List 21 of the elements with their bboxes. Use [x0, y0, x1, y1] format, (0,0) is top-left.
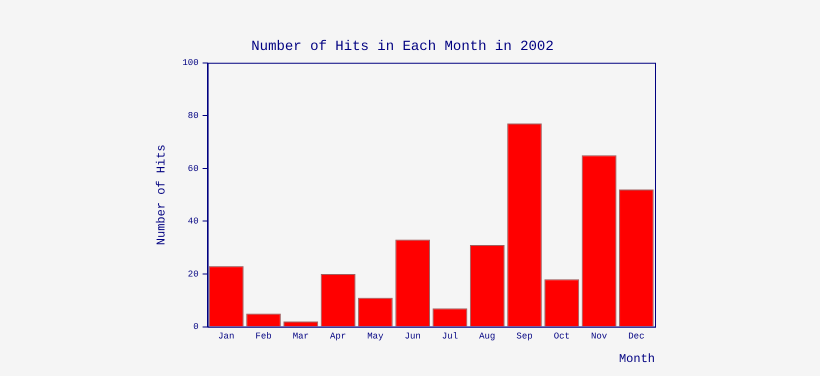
chart-title: Number of Hits in Each Month in 2002 — [251, 39, 554, 56]
x-tick-label: Dec — [628, 332, 644, 342]
x-tick-label: Nov — [590, 332, 608, 342]
x-tick-label: May — [367, 332, 384, 342]
x-tick-label: Apr — [330, 332, 346, 342]
x-tick-label: Jul — [442, 332, 458, 342]
x-tick-label: Oct — [554, 332, 570, 342]
x-axis-title: Month — [618, 352, 655, 366]
y-tick-label: 20 — [188, 269, 199, 280]
x-tick-label: Aug — [479, 332, 496, 342]
y-tick-label: 40 — [188, 216, 199, 227]
y-tick-label: 0 — [193, 322, 199, 332]
x-tick-label: Sep — [516, 332, 533, 342]
x-tick-label: Jun — [404, 332, 421, 342]
y-tick-label: 80 — [188, 110, 199, 121]
x-tick-label: Mar — [292, 332, 309, 342]
y-tick-label: 100 — [182, 58, 199, 68]
y-axis-title: Number of Hits — [154, 144, 168, 246]
x-tick-label: Feb — [255, 332, 272, 342]
y-tick-label: 60 — [188, 164, 199, 174]
x-tick-label: Jan — [218, 332, 234, 342]
